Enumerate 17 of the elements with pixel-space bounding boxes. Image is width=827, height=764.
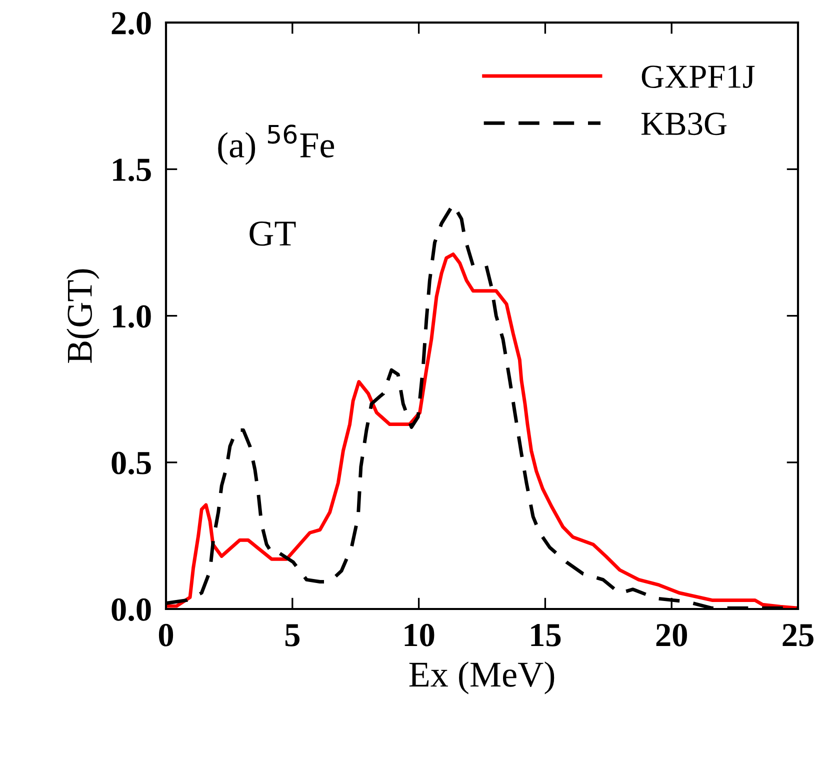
y-tick-label: 0.0 [112, 598, 151, 622]
x-tick-label: 0 [158, 624, 174, 646]
y-tick-label: 1.0 [113, 305, 151, 328]
annotation: GT [250, 222, 296, 246]
annotation: (a) $^{56}$Fe [218, 124, 334, 165]
x-tick-label: 15 [531, 624, 561, 646]
x-tick-label: 25 [782, 624, 814, 646]
x-axis-title: Ex (MeV) [409, 661, 554, 694]
x-tick-label: 5 [285, 624, 300, 646]
legend-label: KB3G [641, 112, 727, 136]
legend-label: GXPF1J [642, 66, 755, 88]
y-axis-title: B(GT) [66, 269, 100, 363]
y-tick-label: 2.0 [112, 12, 151, 35]
y-tick-label: 0.5 [112, 452, 151, 474]
x-tick-label: 20 [656, 624, 687, 646]
y-tick-label: 1.5 [113, 158, 151, 182]
x-tick-label: 10 [404, 624, 434, 646]
